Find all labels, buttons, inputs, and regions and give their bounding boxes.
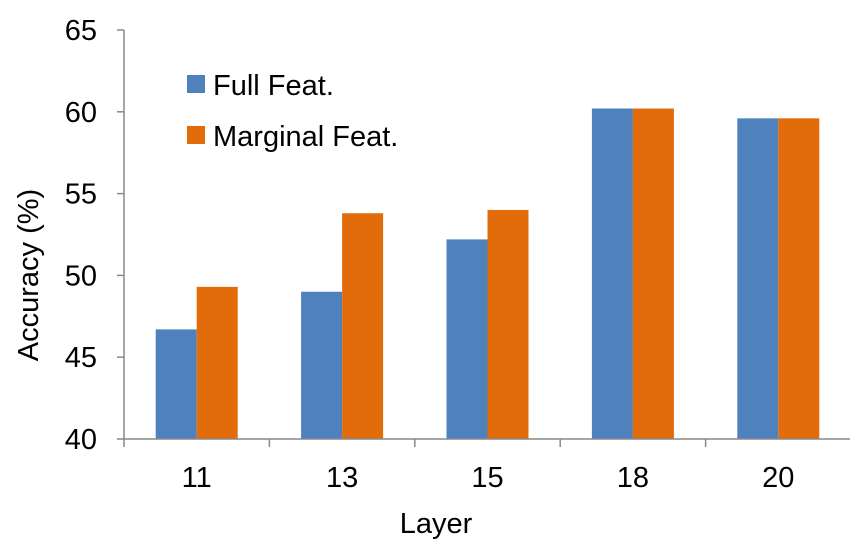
legend-label-marginal-feat: Marginal Feat. bbox=[213, 121, 398, 153]
bar-marginal-feat-layer-20 bbox=[778, 118, 820, 440]
legend: Full Feat. Marginal Feat. bbox=[187, 70, 398, 153]
legend-swatch-marginal-feat bbox=[187, 126, 205, 144]
bar-full-feat-layer-18 bbox=[591, 108, 633, 439]
bar-full-feat-layer-11 bbox=[155, 329, 197, 439]
bars-layer bbox=[155, 108, 820, 440]
legend-label-full-feat: Full Feat. bbox=[213, 70, 334, 102]
bar-full-feat-layer-13 bbox=[301, 291, 343, 439]
bar-marginal-feat-layer-11 bbox=[196, 286, 238, 439]
x-tick-label: 20 bbox=[762, 462, 794, 494]
y-tick-label: 60 bbox=[65, 97, 97, 129]
bar-marginal-feat-layer-18 bbox=[632, 108, 674, 439]
x-tick-label: 11 bbox=[182, 462, 212, 494]
x-axis-ticks: 11 13 15 18 20 bbox=[123, 439, 794, 494]
y-tick-label: 50 bbox=[65, 260, 97, 292]
bar-marginal-feat-layer-15 bbox=[487, 209, 529, 439]
x-tick-label: 18 bbox=[617, 462, 649, 494]
y-axis-title: Accuracy (%) bbox=[13, 189, 45, 361]
x-tick-label: 15 bbox=[471, 462, 503, 494]
y-tick-label: 65 bbox=[65, 15, 97, 47]
bar-full-feat-layer-20 bbox=[737, 118, 779, 440]
legend-swatch-full-feat bbox=[187, 75, 205, 93]
x-axis-title: Layer bbox=[400, 508, 473, 540]
x-tick-label: 13 bbox=[326, 462, 358, 494]
y-tick-label: 55 bbox=[65, 179, 97, 211]
bar-marginal-feat-layer-13 bbox=[342, 213, 384, 439]
y-tick-label: 45 bbox=[65, 342, 97, 374]
bar-full-feat-layer-15 bbox=[446, 239, 488, 439]
axes-layer bbox=[123, 30, 850, 440]
y-axis-ticks: 40 45 50 55 60 65 bbox=[65, 15, 124, 456]
y-tick-label: 40 bbox=[65, 424, 97, 456]
